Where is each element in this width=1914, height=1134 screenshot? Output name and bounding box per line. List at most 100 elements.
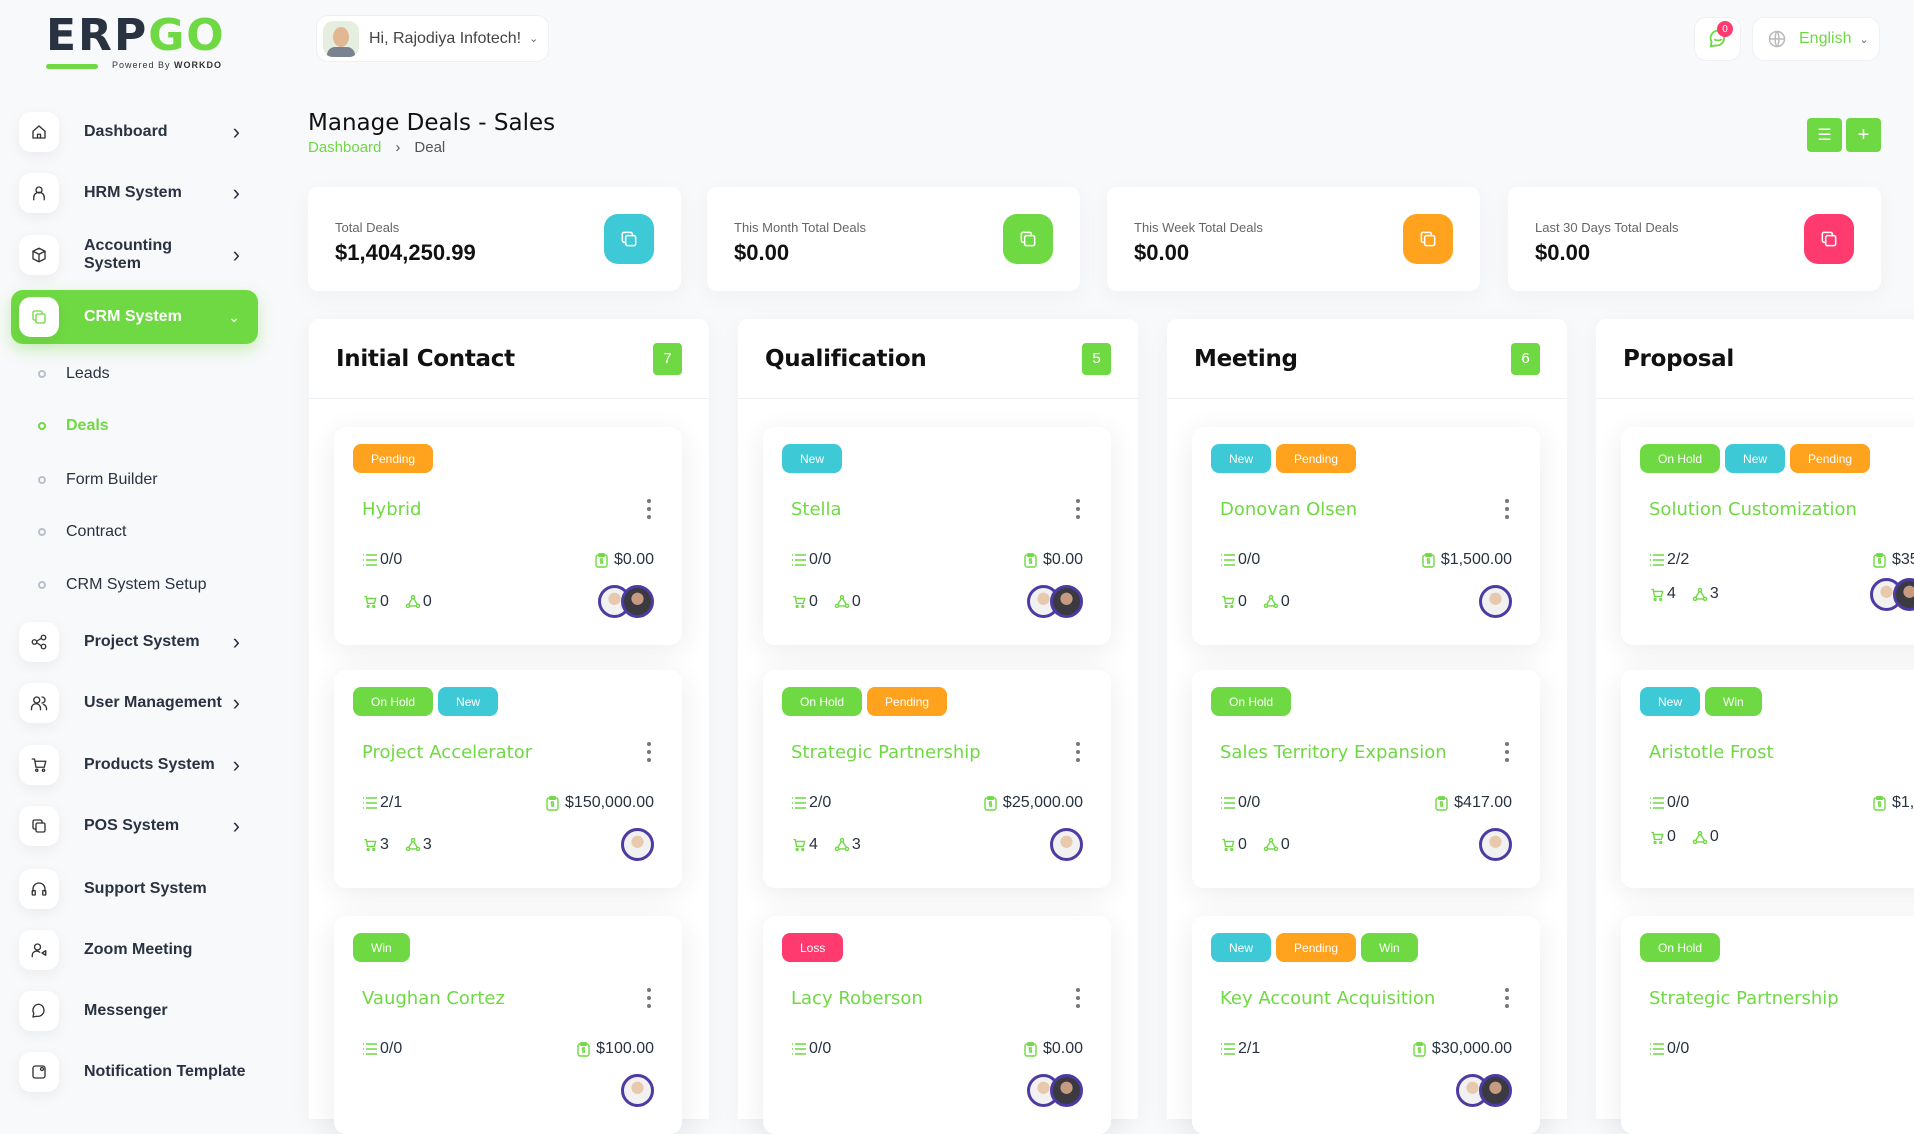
more-options-icon[interactable] [644,986,654,1010]
sidebar-subitem-form-builder[interactable]: Form Builder [38,471,158,489]
deal-card[interactable]: New Pending Win Key Account Acquisition 2/1 $… [1192,916,1540,1134]
sidebar-subitem-leads[interactable]: Leads [38,365,110,383]
deal-card[interactable]: Loss Lacy Roberson 0/0 $0.00 [763,916,1111,1134]
more-options-icon[interactable] [1073,740,1083,764]
user-avatar[interactable] [1050,828,1083,861]
user-avatar[interactable] [1050,1074,1083,1107]
user-avatar[interactable] [1479,828,1512,861]
more-options-icon[interactable] [1502,986,1512,1010]
deal-title-link[interactable]: Hybrid [362,499,422,520]
layers-icon [1420,231,1436,247]
deal-amount: $1, [1873,794,1914,812]
more-options-icon[interactable] [644,497,654,521]
user-avatar[interactable] [621,1074,654,1107]
deal-title-link[interactable]: Donovan Olsen [1220,499,1358,520]
amount-value: $30,000.00 [1431,1040,1512,1057]
stat-icon-button[interactable] [1003,214,1053,264]
deal-title-link[interactable]: Project Accelerator [362,742,533,763]
sidebar-item-products-system[interactable]: Products System › [11,738,258,792]
sidebar-item-accounting-system[interactable]: Accounting System › [11,228,258,282]
user-avatar[interactable] [621,828,654,861]
deal-title-link[interactable]: Sales Territory Expansion [1220,742,1447,763]
deal-sources: 0 [405,593,432,611]
sidebar-item-project-system[interactable]: Project System › [11,615,258,669]
deal-card[interactable]: On Hold Strategic Partnership 0/0 [1621,916,1914,1134]
deal-badges: On Hold New [353,687,499,716]
sources-icon [1263,594,1279,609]
more-options-icon[interactable] [1073,497,1083,521]
sidebar-subitem-deals[interactable]: Deals [38,417,109,435]
add-deal-button[interactable]: + [1846,118,1881,152]
deal-card[interactable]: On Hold New Project Accelerator 2/1 $150,000… [334,670,682,888]
tasks-count: 2/1 [1238,1040,1261,1057]
column-count-badge: 6 [1511,342,1540,375]
more-options-icon[interactable] [1073,986,1083,1010]
deal-card[interactable]: New Stella 0/0 $0.00 0 0 [763,427,1111,645]
deal-card[interactable]: Win Vaughan Cortez 0/0 $100.00 [334,916,682,1134]
more-options-icon[interactable] [1502,740,1512,764]
breadcrumb-dashboard[interactable]: Dashboard [308,139,382,156]
sidebar-item-messenger[interactable]: Messenger [11,984,258,1038]
tasks-icon [1650,1043,1664,1055]
deal-card[interactable]: New Pending Donovan Olsen 0/0 $1,500.00 0 0 [1192,427,1540,645]
deal-title-link[interactable]: Strategic Partnership [791,742,981,763]
sidebar-item-user-management[interactable]: User Management › [11,676,258,730]
sidebar-subitem-crm-system-setup[interactable]: CRM System Setup [38,576,206,594]
stat-icon-button[interactable] [1804,214,1854,264]
deal-title-link[interactable]: Strategic Partnership [1649,988,1839,1009]
sidebar-item-pos-system[interactable]: POS System › [11,799,258,853]
layers-icon-box [19,297,59,337]
deal-title-link[interactable]: Aristotle Frost [1649,742,1774,763]
deal-products: 3 [362,836,389,854]
chevron-right-icon: › [232,180,240,205]
user-avatar[interactable] [621,585,654,618]
sidebar-item-zoom-meeting[interactable]: Zoom Meeting [11,923,258,977]
sidebar-item-notification-template[interactable]: Notification Template [11,1045,258,1099]
logo[interactable]: ERPGO Powered By WORKDO [46,14,226,74]
price-icon [1024,552,1037,568]
sidebar-item-hrm-system[interactable]: HRM System › [11,166,258,220]
sidebar-subitem-contract[interactable]: Contract [38,523,126,541]
user-avatar[interactable] [1893,577,1914,611]
amount-value: $35, [1892,551,1914,568]
deal-tasks: 0/0 [1220,794,1260,812]
deal-card[interactable]: Pending Hybrid 0/0 $0.00 0 0 [334,427,682,645]
language-select[interactable]: English ⌄ [1752,17,1880,61]
sidebar-item-dashboard[interactable]: Dashboard › [11,105,258,159]
deal-stats-row: 2/2 $35, [1649,551,1914,569]
user-icon-box [19,173,59,213]
deal-card[interactable]: On Hold Pending Strategic Partnership 2/0 $2… [763,670,1111,888]
status-badge: Win [1705,687,1762,716]
deal-title-link[interactable]: Vaughan Cortez [362,988,505,1009]
stat-icon-button[interactable] [604,214,654,264]
deal-title-link[interactable]: Solution Customization [1649,499,1857,520]
cart-icon [1651,831,1664,844]
cart-icon [793,838,806,852]
assigned-users [1456,1074,1512,1107]
deal-title-link[interactable]: Key Account Acquisition [1220,988,1436,1009]
user-avatar[interactable] [1479,585,1512,618]
sidebar-item-support-system[interactable]: Support System [11,862,258,916]
more-options-icon[interactable] [1502,497,1512,521]
messages-button[interactable]: 0 [1694,17,1741,61]
deal-card[interactable]: On Hold Sales Territory Expansion 0/0 $417.… [1192,670,1540,888]
deal-title-link[interactable]: Stella [791,499,842,520]
cart-icon [1222,838,1235,852]
stat-icon-button[interactable] [1403,214,1453,264]
user-menu[interactable]: Hi, Rajodiya Infotech! ⌄ [316,15,549,62]
amount-value: $0.00 [613,551,654,568]
status-badge: On Hold [1211,687,1292,716]
sidebar-item-crm-system[interactable]: CRM System ⌄ [11,290,258,344]
deal-card[interactable]: New Win Aristotle Frost 0/0 $1, 0 0 [1621,670,1914,888]
tasks-icon [1650,797,1664,809]
user-avatar[interactable] [1050,585,1083,618]
sidebar-item-label: Notification Template [84,1063,246,1080]
bullet-icon [38,476,46,484]
user-avatar[interactable] [1479,1074,1512,1107]
deal-title-link[interactable]: Lacy Roberson [791,988,923,1009]
deal-amount: $0.00 [1024,1040,1083,1058]
more-options-icon[interactable] [644,740,654,764]
deal-card[interactable]: On Hold New Pending Solution Customization 2… [1621,427,1914,645]
list-view-button[interactable]: ☰ [1807,118,1842,152]
